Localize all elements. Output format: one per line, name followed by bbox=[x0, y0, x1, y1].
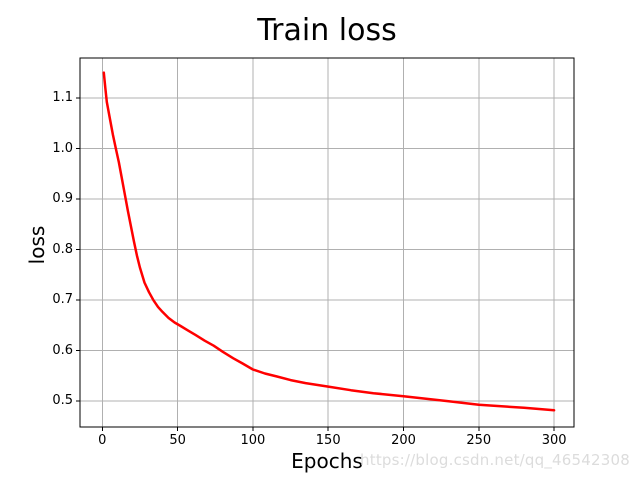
x-tick-label: 50 bbox=[169, 433, 186, 448]
chart-title: Train loss bbox=[257, 13, 397, 48]
y-tick-label: 0.9 bbox=[52, 191, 73, 207]
x-tick-label: 0 bbox=[98, 433, 107, 448]
y-tick-label: 0.7 bbox=[52, 292, 73, 308]
x-tick-label: 200 bbox=[391, 433, 416, 448]
x-tick-label: 150 bbox=[315, 433, 341, 448]
axes-spines bbox=[79, 57, 575, 428]
x-axis-label: Epochs bbox=[291, 449, 363, 473]
y-tick-label: 0.5 bbox=[52, 393, 73, 409]
x-tick-label: 100 bbox=[240, 433, 266, 448]
y-tick-label: 1.1 bbox=[52, 90, 73, 106]
y-tick-label: 0.8 bbox=[52, 241, 73, 257]
y-tick-label: 0.6 bbox=[52, 342, 73, 358]
y-tick-label: 1.0 bbox=[52, 140, 73, 156]
watermark: https://blog.csdn.net/qq_46542308 bbox=[360, 451, 630, 469]
train-loss-curve bbox=[102, 71, 556, 412]
x-tick-label: 300 bbox=[541, 433, 567, 448]
x-tick-label: 250 bbox=[466, 433, 492, 448]
